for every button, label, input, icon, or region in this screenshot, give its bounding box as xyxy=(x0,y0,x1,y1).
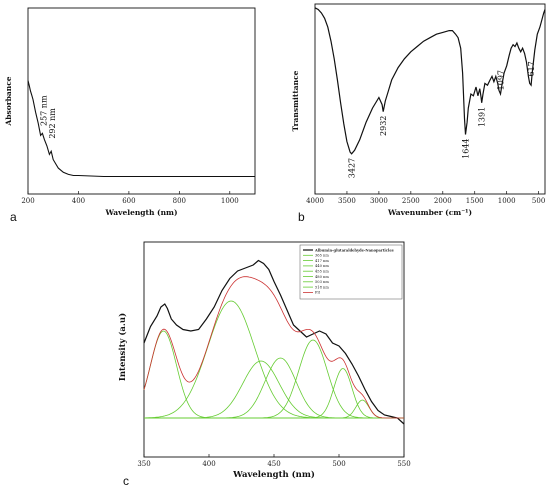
panel-c-fluorescence-chart: 350 400 450 500 550 Albumin-glutaraldehyde-Na… xyxy=(117,241,411,480)
panel-c-measured-spectrum xyxy=(143,259,405,425)
panel-b-xtick-label: 1000 xyxy=(498,197,516,205)
panel-a-y-axis-label: Absorbance xyxy=(4,76,13,126)
panel-b-band-annotation: 617 xyxy=(527,61,536,76)
panel-b-xtick-label: 1500 xyxy=(466,197,484,205)
panel-b-xtick-label: 4000 xyxy=(306,197,324,205)
panel-label-a: a xyxy=(10,210,17,224)
panel-b-band-annotation: 1097 xyxy=(496,70,505,90)
panel-b-xtick-label: 500 xyxy=(532,197,545,205)
panel-c-xtick-label: 400 xyxy=(202,460,215,468)
panel-b-band-annotation: 3427 xyxy=(348,158,357,178)
panel-a-xtick-label: 200 xyxy=(21,197,34,205)
panel-a-peak-annotation: 292 nm xyxy=(48,108,57,139)
panel-a-peak-annotation: 257 nm xyxy=(39,95,48,126)
panel-b-xtick-label: 2000 xyxy=(434,197,452,205)
panel-c-legend-label: Fit xyxy=(315,291,321,295)
panel-a-xtick-label: 400 xyxy=(72,197,85,205)
panel-c-legend-label: Albumin-glutaraldehyde-Nanoparticles xyxy=(314,248,394,252)
panel-c-gaussian-component xyxy=(144,357,404,419)
panel-c-legend-label: 518 nm xyxy=(315,285,329,289)
panel-a-uv-vis-chart: 200 400 600 800 1000 257 nm 292 nm Wavelength (… xyxy=(4,7,256,217)
panel-b-xtick-label: 2500 xyxy=(402,197,420,205)
panel-b-ftir-chart: 4000 3500 3000 2500 2000 1500 1000 500 3427 2932 1… xyxy=(291,3,546,217)
panel-b-xtick-label: 3500 xyxy=(338,197,356,205)
panel-c-gaussian-component xyxy=(144,339,404,419)
panel-c-legend-label: 417 nm xyxy=(315,259,329,263)
panel-c-legend-box xyxy=(299,244,403,300)
panel-b-band-annotation: 1644 xyxy=(462,138,471,158)
panel-b-x-axis-label: Wavenumber (cm⁻¹) xyxy=(387,208,472,217)
panel-c-legend-label: 365 nm xyxy=(315,254,329,258)
panel-a-xtick-label: 800 xyxy=(173,197,186,205)
panel-b-xtick-label: 3000 xyxy=(370,197,388,205)
panel-c-gaussian-component xyxy=(144,300,404,419)
panel-c-legend-label: 480 nm xyxy=(315,275,329,279)
panel-c-xtick-label: 350 xyxy=(137,460,150,468)
panel-b-band-annotation: 2932 xyxy=(379,116,388,136)
panel-label-b: b xyxy=(298,210,305,224)
panel-c-x-axis-label: Wavelength (nm) xyxy=(232,469,315,480)
panel-a-xtick-label: 1000 xyxy=(221,197,239,205)
panel-c-legend-label: 455 nm xyxy=(315,270,329,274)
panel-c-xtick-label: 450 xyxy=(267,460,280,468)
panel-c-gaussian-component xyxy=(144,399,404,419)
panel-c-xtick-label: 550 xyxy=(397,460,410,468)
panel-a-absorbance-line xyxy=(27,80,255,178)
panel-b-band-annotation: 1391 xyxy=(478,107,487,127)
panel-c-fit-curve xyxy=(143,276,404,419)
panel-b-plot-frame xyxy=(314,3,546,195)
panel-c-y-axis-label: Intensity (a.u) xyxy=(117,313,128,381)
panel-a-x-axis-label: Wavelength (nm) xyxy=(104,208,177,217)
panel-a-plot-frame xyxy=(27,7,256,195)
panel-label-c: c xyxy=(123,474,129,488)
panel-c-legend-label: 440 nm xyxy=(315,264,329,268)
panel-b-y-axis-label: Transmittance xyxy=(291,70,300,131)
panel-b-transmittance-line xyxy=(314,7,546,155)
panel-c-legend-label: 503 nm xyxy=(315,280,329,284)
panel-c-xtick-label: 500 xyxy=(332,460,345,468)
panel-a-xtick-label: 600 xyxy=(122,197,135,205)
